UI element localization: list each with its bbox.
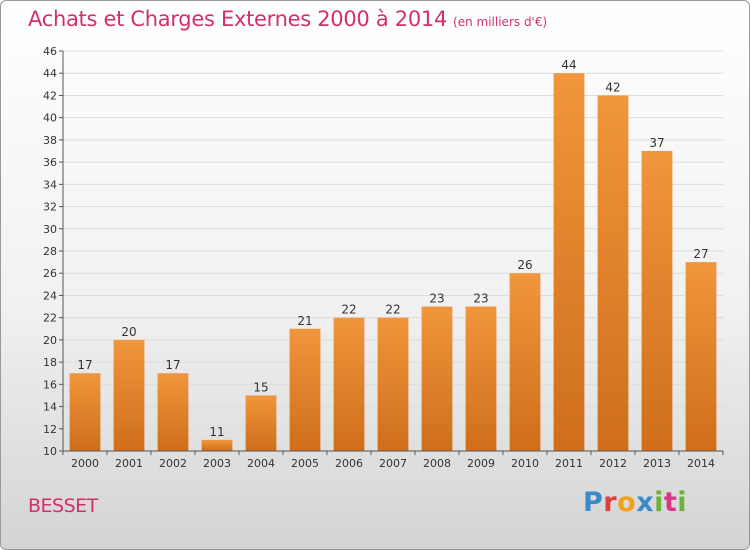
y-tick-label: 20 bbox=[43, 334, 57, 347]
y-tick-label: 24 bbox=[43, 289, 57, 302]
x-tick-label: 2011 bbox=[555, 457, 583, 470]
proxiti-logo[interactable]: Proxiti bbox=[583, 487, 687, 518]
bar-2007 bbox=[377, 317, 409, 451]
chart-title: Achats et Charges Externes 2000 à 2014 (e… bbox=[28, 7, 548, 31]
x-tick-label: 2004 bbox=[247, 457, 275, 470]
x-tick-label: 2010 bbox=[511, 457, 539, 470]
data-label-2011: 44 bbox=[561, 58, 576, 72]
x-tick-label: 2013 bbox=[643, 457, 671, 470]
data-label-2004: 15 bbox=[253, 380, 268, 394]
y-tick-label: 10 bbox=[43, 445, 57, 458]
logo-letter: r bbox=[603, 487, 618, 518]
y-tick-label: 28 bbox=[43, 245, 57, 258]
y-axis: 10 12 14 16 18 20 22 24 26 28 30 32 34 36 38 40 42 44 46 bbox=[43, 45, 64, 458]
bar-2005 bbox=[289, 328, 321, 451]
y-tick-label: 26 bbox=[43, 267, 57, 280]
logo-letter: i bbox=[677, 487, 688, 518]
bar-2014 bbox=[685, 262, 717, 451]
bars: 17 20 17 11 15 21 22 22 23 23 26 44 42 37 27 bbox=[69, 58, 717, 451]
x-tick-label: 2014 bbox=[687, 457, 715, 470]
data-label-2000: 17 bbox=[77, 358, 92, 372]
data-label-2009: 23 bbox=[473, 292, 488, 306]
data-label-2006: 22 bbox=[341, 303, 356, 317]
data-label-2002: 17 bbox=[165, 358, 180, 372]
bar-2011 bbox=[553, 73, 585, 451]
data-label-2013: 37 bbox=[649, 136, 664, 150]
x-tick-label: 2002 bbox=[159, 457, 187, 470]
x-tick-label: 2008 bbox=[423, 457, 451, 470]
y-tick-label: 44 bbox=[43, 67, 57, 80]
data-label-2014: 27 bbox=[693, 247, 708, 261]
y-tick-label: 22 bbox=[43, 312, 57, 325]
data-label-2005: 21 bbox=[297, 314, 312, 328]
commune-name: BESSET bbox=[28, 495, 98, 517]
data-label-2007: 22 bbox=[385, 303, 400, 317]
logo-letter: t bbox=[663, 487, 678, 518]
data-label-2012: 42 bbox=[605, 80, 620, 94]
logo-letter: P bbox=[583, 487, 604, 518]
bar-2004 bbox=[245, 395, 277, 451]
y-tick-label: 14 bbox=[43, 401, 57, 414]
bar-2008 bbox=[421, 306, 453, 451]
y-tick-label: 40 bbox=[43, 112, 57, 125]
y-tick-label: 38 bbox=[43, 134, 57, 147]
logo-letter: o bbox=[617, 487, 637, 518]
y-tick-label: 42 bbox=[43, 89, 57, 102]
y-tick-label: 16 bbox=[43, 378, 57, 391]
y-tick-label: 34 bbox=[43, 178, 57, 191]
y-tick-label: 30 bbox=[43, 223, 57, 236]
y-tick-label: 32 bbox=[43, 201, 57, 214]
bar-2003 bbox=[201, 439, 233, 451]
x-tick-label: 2005 bbox=[291, 457, 319, 470]
x-tick-label: 2007 bbox=[379, 457, 407, 470]
y-tick-label: 36 bbox=[43, 156, 57, 169]
y-tick-label: 12 bbox=[43, 423, 57, 436]
bar-2009 bbox=[465, 306, 497, 451]
bar-2006 bbox=[333, 317, 365, 451]
x-tick-label: 2009 bbox=[467, 457, 495, 470]
y-tick-label: 46 bbox=[43, 45, 57, 58]
bar-2002 bbox=[157, 373, 189, 451]
x-tick-label: 2001 bbox=[115, 457, 143, 470]
bar-2000 bbox=[69, 373, 101, 451]
logo-letter: x bbox=[636, 487, 655, 518]
bar-2001 bbox=[113, 339, 145, 451]
x-axis: 2000 2001 2002 2003 2004 2005 2006 2007 2008 2009… bbox=[62, 450, 724, 470]
logo-letter: i bbox=[654, 487, 664, 518]
data-label-2010: 26 bbox=[517, 258, 532, 272]
bar-2013 bbox=[641, 151, 673, 451]
chart-subtitle: (en milliers d'€) bbox=[453, 15, 548, 29]
data-label-2001: 20 bbox=[121, 325, 136, 339]
data-label-2003: 11 bbox=[209, 425, 224, 439]
bar-2012 bbox=[597, 95, 629, 451]
data-label-2008: 23 bbox=[429, 292, 444, 306]
x-tick-label: 2003 bbox=[203, 457, 231, 470]
y-tick-label: 18 bbox=[43, 356, 57, 369]
x-tick-label: 2000 bbox=[71, 457, 99, 470]
x-tick-label: 2006 bbox=[335, 457, 363, 470]
bar-2010 bbox=[509, 273, 541, 451]
x-tick-label: 2012 bbox=[599, 457, 627, 470]
